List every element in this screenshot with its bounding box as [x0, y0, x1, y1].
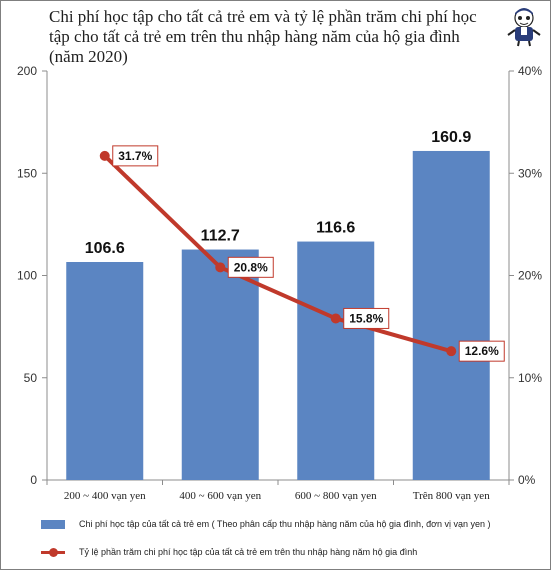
line-data-label-box [112, 145, 159, 167]
axes: 0 50 100 150 200 0% 10% 20% 30% 40% 200 ~ 400 vạn … [17, 64, 542, 502]
y-left-tick-label: 100 [17, 269, 37, 283]
x-tick-label: Trên 800 vạn yen [413, 490, 490, 502]
y-left-tick-label: 150 [17, 166, 37, 180]
y-left-tick-label: 50 [24, 371, 38, 385]
x-tick-label: 200 ~ 400 vạn yen [64, 490, 146, 502]
mascot-icon [507, 8, 541, 47]
bar-series [66, 150, 490, 480]
plot-area: 0 50 100 150 200 0% 10% 20% 30% 40% 200 ~ 400 vạn … [17, 64, 542, 502]
legend-label-bar: Chi phí học tập của tất cả trẻ em ( Theo… [79, 519, 491, 529]
line-data-label: 12.6% [465, 344, 499, 358]
legend-swatch-line [41, 547, 65, 557]
y-right-tick-label: 10% [518, 371, 542, 385]
y-right-tick-label: 0% [518, 473, 536, 487]
line-data-label: 20.8% [234, 260, 268, 274]
chart-title: Chi phí học tập cho tất cả trẻ em và tỷ … [49, 7, 477, 66]
line-point [446, 346, 457, 357]
line-data-label-box [227, 256, 274, 278]
y-left-tick-label: 200 [17, 64, 37, 78]
series-line [103, 154, 452, 354]
legend-item-line: Tỷ lệ phần trăm chi phí học tập của tất … [41, 543, 541, 561]
legend: Chi phí học tập của tất cả trẻ em ( Theo… [41, 515, 541, 571]
line-series [99, 150, 457, 357]
line-data-label: 15.8% [349, 311, 383, 325]
bar [412, 150, 490, 480]
line-data-label-box [458, 340, 505, 362]
line-point [215, 262, 226, 273]
y-right-tick-label: 40% [518, 64, 542, 78]
y-right-tick-label: 20% [518, 269, 542, 283]
line-point [330, 313, 341, 324]
line-data-labels: 31.7% 20.8% 15.8% 12.6% [112, 145, 505, 362]
bar-data-label: 112.7 [201, 228, 240, 245]
line-data-label: 31.7% [118, 149, 152, 163]
bar-data-label: 116.6 [316, 220, 355, 237]
x-tick-label: 600 ~ 800 vạn yen [295, 490, 377, 502]
line-point [99, 150, 110, 161]
legend-swatch-bar [41, 519, 65, 529]
bar-data-labels: 106.6 112.7 116.6 160.9 [85, 129, 472, 257]
bar [181, 249, 259, 480]
bar-data-label: 106.6 [85, 240, 125, 257]
legend-label-line: Tỷ lệ phần trăm chi phí học tập của tất … [79, 547, 418, 557]
bar [297, 241, 375, 480]
line-data-label-box [343, 307, 390, 329]
y-left-tick-label: 0 [30, 473, 37, 487]
legend-item-bar: Chi phí học tập của tất cả trẻ em ( Theo… [41, 515, 541, 533]
y-right-tick-label: 30% [518, 166, 542, 180]
bar [66, 262, 144, 480]
x-tick-label: 400 ~ 600 vạn yen [179, 490, 261, 502]
bar-data-label: 160.9 [431, 129, 471, 146]
